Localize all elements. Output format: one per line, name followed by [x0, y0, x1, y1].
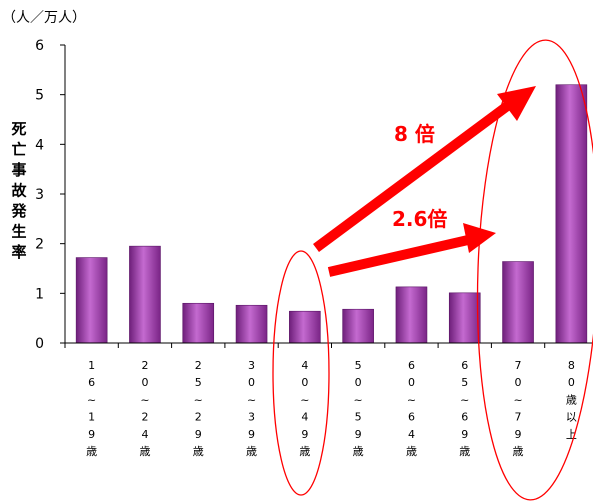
x-category-label: 歳 — [86, 445, 97, 458]
x-category-label: 6 — [88, 376, 95, 389]
x-category-label: ~ — [300, 393, 309, 406]
x-category-label: 0 — [141, 376, 148, 389]
x-category-label: 9 — [301, 428, 308, 441]
y-tick-label: 5 — [35, 88, 44, 104]
x-category-label: 歳 — [353, 445, 364, 458]
x-category-label: 6 — [408, 359, 415, 372]
x-category-label: 6 — [461, 359, 468, 372]
x-category-label: 歳 — [246, 445, 257, 458]
highlight-ellipse-40s — [273, 251, 329, 495]
y-tick-label: 1 — [35, 286, 44, 302]
x-category-label: 4 — [301, 359, 308, 372]
x-category-label: 以 — [566, 411, 577, 424]
x-category-label: 3 — [248, 411, 255, 424]
x-category-label: 2 — [195, 411, 202, 424]
x-category-label: 6 — [408, 411, 415, 424]
x-category-label: 9 — [88, 428, 95, 441]
x-category-label: 9 — [461, 428, 468, 441]
y-tick-label: 3 — [35, 187, 44, 203]
annotation-2-6x: 2.6倍 — [392, 207, 447, 231]
x-category-label: 9 — [515, 428, 522, 441]
y-axis-label-char: 亡 — [11, 141, 26, 159]
x-category-label: 5 — [355, 359, 362, 372]
x-category-label: ~ — [140, 393, 149, 406]
x-category-label: 0 — [301, 376, 308, 389]
x-category-label: 7 — [515, 359, 522, 372]
x-category-label: 歳 — [139, 445, 150, 458]
unit-label: （人／万人） — [2, 10, 86, 26]
x-category-label: 0 — [515, 376, 522, 389]
bar-3 — [183, 303, 214, 343]
y-axis-label-char: 死 — [11, 120, 26, 138]
x-category-label: 1 — [88, 411, 95, 424]
x-category-label: 4 — [408, 428, 415, 441]
bar-9 — [503, 262, 534, 343]
x-category-label: 5 — [461, 376, 468, 389]
x-category-label: 2 — [141, 359, 148, 372]
x-category-label: 7 — [515, 411, 522, 424]
x-category-label: 3 — [248, 359, 255, 372]
y-axis-label-char: 事 — [11, 161, 26, 179]
x-category-label: ~ — [194, 393, 203, 406]
bar-5 — [289, 311, 320, 343]
x-category-label: 0 — [248, 376, 255, 389]
x-category-label: 歳 — [193, 445, 204, 458]
annotation-8x: 8 倍 — [394, 122, 435, 146]
bar-10 — [556, 85, 587, 343]
x-category-label: 0 — [355, 376, 362, 389]
y-axis-ticks: 0 1 2 3 4 5 6 — [35, 38, 65, 352]
x-category-label: 8 — [568, 359, 575, 372]
x-category-label: 6 — [461, 411, 468, 424]
bar-6 — [343, 309, 374, 343]
x-category-label: 4 — [301, 411, 308, 424]
y-tick-label: 2 — [35, 237, 44, 253]
y-axis-label-char: 故 — [11, 182, 27, 200]
y-tick-label: 6 — [35, 38, 44, 54]
x-category-label: 5 — [355, 411, 362, 424]
x-category-label: 歳 — [299, 445, 310, 458]
bar-1 — [76, 258, 107, 343]
y-tick-label: 4 — [35, 137, 44, 153]
x-category-label: 4 — [141, 428, 148, 441]
x-category-label: 2 — [195, 359, 202, 372]
y-axis-label-char: 発 — [10, 202, 27, 220]
x-category-label: ~ — [247, 393, 256, 406]
x-category-label: ~ — [460, 393, 469, 406]
x-category-label: 歳 — [459, 445, 470, 458]
x-category-label: 歳 — [513, 445, 524, 458]
x-category-label: 9 — [248, 428, 255, 441]
x-category-label: 2 — [141, 411, 148, 424]
bars — [76, 85, 587, 343]
x-category-label: 9 — [195, 428, 202, 441]
x-category-label: ~ — [354, 393, 363, 406]
x-category-label: ~ — [87, 393, 96, 406]
bar-2 — [129, 246, 160, 343]
x-category-label: 5 — [195, 376, 202, 389]
y-tick-label: 0 — [35, 336, 44, 352]
x-category-label: 0 — [408, 376, 415, 389]
x-category-label: ~ — [513, 393, 522, 406]
x-category-label: 0 — [568, 376, 575, 389]
bar-7 — [396, 287, 427, 343]
bar-8 — [449, 293, 480, 343]
y-axis-label-char: 率 — [11, 243, 26, 261]
x-category-label: 歳 — [406, 445, 417, 458]
x-category-label: 歳 — [566, 393, 577, 406]
x-category-label: 9 — [355, 428, 362, 441]
x-category-label: 1 — [88, 359, 95, 372]
bar-4 — [236, 305, 267, 343]
y-axis-label-char: 生 — [11, 223, 26, 241]
x-category-label: ~ — [407, 393, 416, 406]
